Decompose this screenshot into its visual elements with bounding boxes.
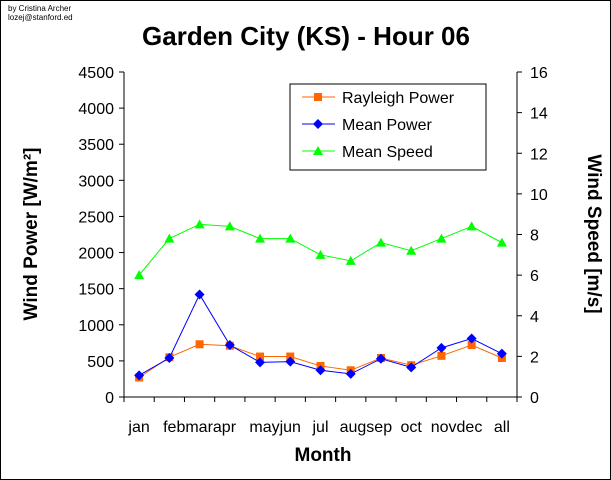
legend: Rayleigh Power Mean Power Mean Speed [289,83,487,171]
mean-speed-point [436,233,447,243]
left-y-tick-label: 3500 [78,137,114,154]
x-tick-label: all [494,419,510,436]
left-y-tick-label: 3000 [78,173,114,190]
left-y-tick-label: 2000 [78,246,114,263]
right-y-tick-label: 4 [530,309,539,326]
mean-speed-point [315,249,326,259]
left-y-tick-label: 0 [105,390,114,407]
mean-speed-point [466,221,477,231]
mean-power-point [224,340,235,350]
left-y-tick-label: 500 [87,354,114,371]
mean-speed-point [164,233,175,243]
credit-line-1: by Cristina Archer [8,4,72,13]
mean-power-point [375,353,386,364]
x-tick-label: oct [401,419,423,436]
legend-mean-power-swatch-marker [313,119,323,129]
rayleigh-power-point [467,341,476,349]
rayleigh-power-point [437,351,446,360]
legend-mean-power-label: Mean Power [342,117,432,134]
right-y-axis-title: Wind Speed [m/s] [583,154,604,313]
x-tick-label: mayjun [249,419,301,436]
left-y-tick-label: 4000 [78,101,114,118]
mean-power-point [345,368,356,379]
right-y-tick-label: 6 [530,268,539,285]
right-y-tick-label: 8 [530,228,539,245]
mean-power-point [406,362,417,373]
right-y-tick-label: 10 [530,187,548,204]
left-y-tick-label: 4500 [78,65,114,82]
chart-title: Garden City (KS) - Hour 06 [142,21,470,51]
mean-power-point [496,348,507,359]
right-y-tick-label: 0 [530,390,539,407]
right-y-tick-label: 16 [530,65,548,82]
mean-power-point [164,353,175,363]
rayleigh-power-point [256,352,265,361]
rayleigh-power-point [286,352,295,361]
x-tick-label: jul [311,419,328,436]
mean-speed-point [496,237,507,247]
left-y-axis-title: Wind Power [W/m²] [21,148,42,321]
legend-rayleigh-power-swatch-marker [314,93,322,101]
mean-power-point [436,342,447,353]
mean-speed-point [194,219,205,229]
x-tick-label: jan [127,419,149,436]
mean-power-point [194,289,205,300]
left-y-tick-label: 1500 [78,282,114,299]
legend-box [289,83,487,171]
x-tick-label: novdec [431,419,483,436]
x-tick-label: febmarapr [163,419,237,436]
mean-speed-point [224,221,235,231]
x-tick-label: augsep [340,419,393,436]
x-axis-title: Month [295,445,352,466]
author-credit: by Cristina Archer lozej@stanford.ed [8,4,73,22]
legend-mean-speed-swatch-marker [313,146,323,155]
mean-speed-point [406,245,417,255]
credit-line-2: lozej@stanford.ed [8,13,73,22]
legend-mean-speed-label: Mean Speed [342,144,433,161]
mean-power-point [255,357,266,368]
axes: 0 500 1000 1500 2000 2500 3000 3500 4000 4500 0 2 4 6… [78,65,547,436]
legend-rayleigh-power-label: Rayleigh Power [342,90,455,107]
mean-speed-point [285,233,296,243]
mean-power-point [285,356,296,367]
mean-speed-line [138,223,503,276]
mean-power-point [466,333,477,344]
mean-speed-point [255,233,266,243]
mean-speed-point [345,255,356,265]
right-y-tick-label: 14 [530,106,548,123]
right-y-tick-label: 12 [530,146,548,163]
left-y-tick-label: 2500 [78,209,114,226]
series-layer [134,219,507,382]
rayleigh-power-point [195,340,204,349]
mean-speed-point [375,237,386,247]
left-y-tick-label: 1000 [78,318,114,335]
mean-speed-point [134,270,145,280]
right-y-tick-label: 2 [530,349,539,366]
mean-power-point [315,365,326,376]
mean-power-point [134,370,145,381]
